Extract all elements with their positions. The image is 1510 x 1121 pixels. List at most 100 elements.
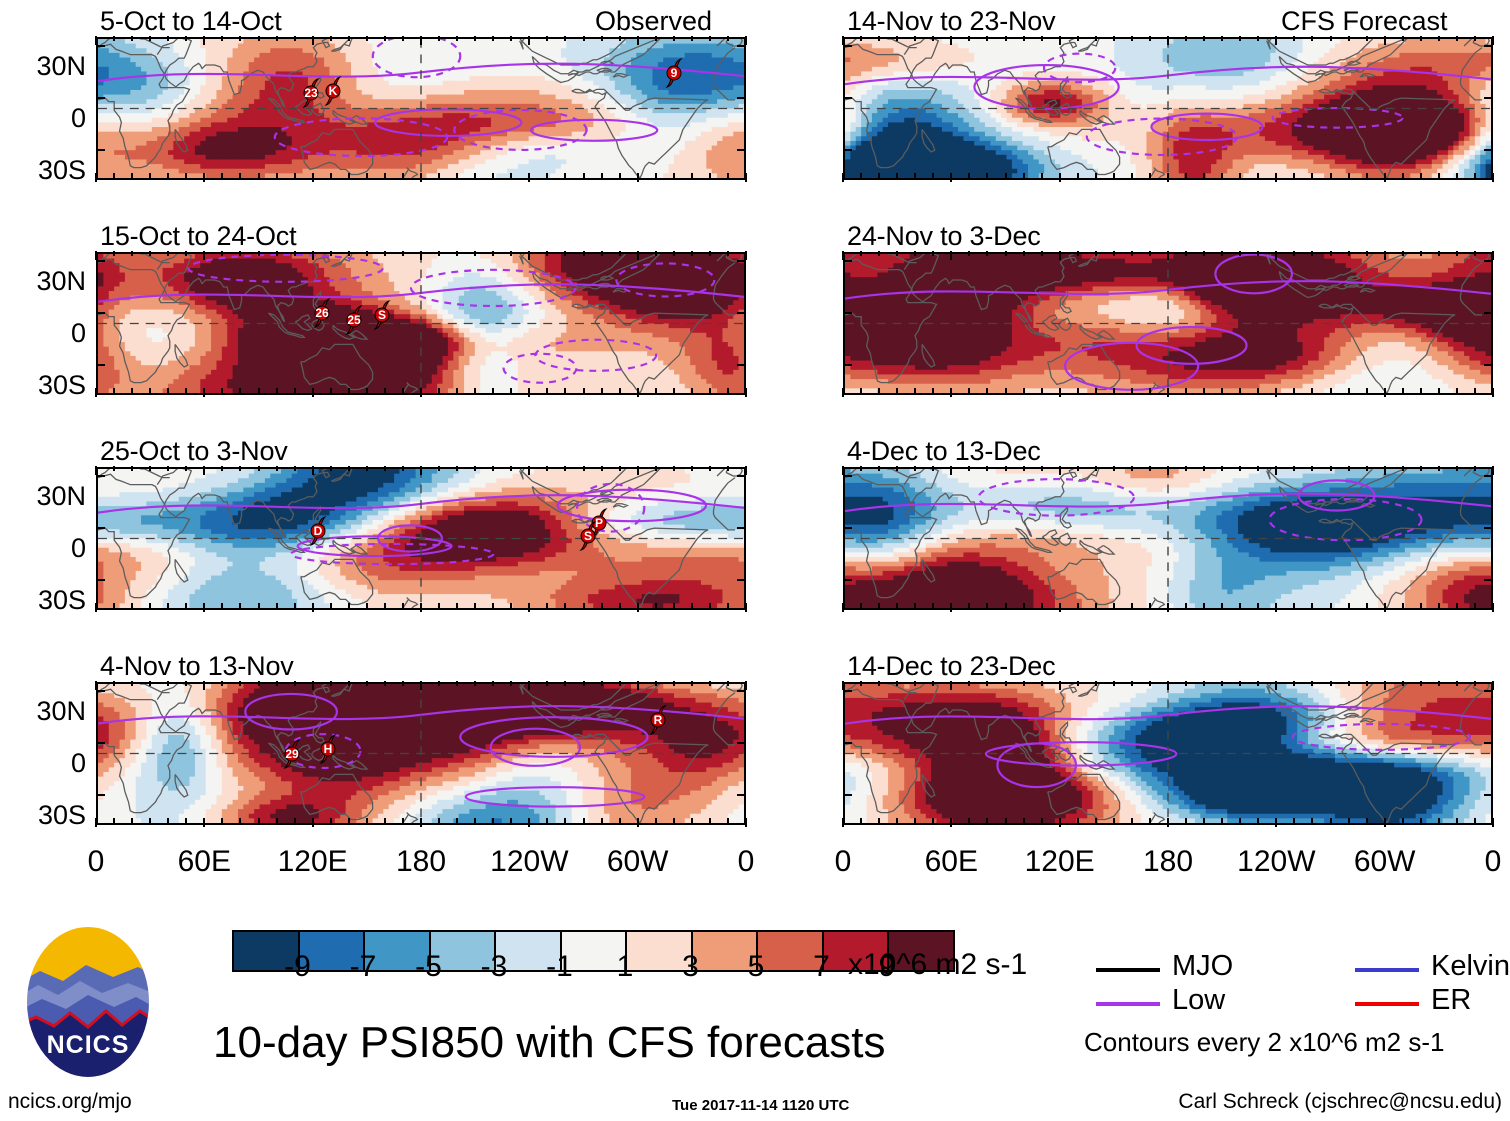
axis-tick	[1473, 36, 1476, 41]
axis-tick	[1437, 466, 1440, 471]
axis-tick	[950, 681, 953, 690]
axis-tick	[1311, 173, 1314, 178]
axis-tick	[1203, 466, 1206, 471]
tropical-cyclone-marker: 26	[311, 298, 333, 328]
axis-tick	[1437, 818, 1440, 823]
legend-label-kelvin-x2: Kelvin x2	[1431, 950, 1510, 983]
axis-tick	[1076, 251, 1079, 256]
axis-tick	[239, 818, 242, 823]
axis-tick	[510, 251, 513, 256]
axis-tick	[842, 173, 844, 182]
axis-tick	[1221, 173, 1224, 178]
axis-tick	[564, 36, 567, 41]
cyclone-label: K	[322, 76, 344, 106]
axis-tick	[1329, 36, 1332, 41]
axis-tick	[546, 251, 549, 256]
axis-tick	[347, 818, 350, 823]
axis-tick	[1185, 466, 1188, 471]
cyclone-icon	[579, 521, 597, 551]
axis-tick	[1437, 251, 1440, 256]
axis-tick	[203, 173, 206, 182]
cyclone-label: P	[588, 508, 610, 538]
axis-tick	[896, 818, 899, 823]
ncics-logo-graphic	[25, 925, 151, 1079]
axis-tick	[149, 681, 152, 686]
axis-tick	[546, 173, 549, 178]
axis-tick	[745, 466, 747, 475]
footer-website[interactable]: ncics.org/mjo	[8, 1090, 132, 1114]
axis-tick	[1419, 388, 1422, 393]
axis-tick	[365, 681, 368, 686]
y-axis-tick	[96, 579, 105, 581]
axis-tick	[860, 603, 863, 608]
y-axis-tick-label: 0	[0, 533, 86, 564]
y-axis-tick	[1484, 260, 1493, 262]
axis-tick	[1185, 173, 1188, 178]
axis-tick	[1311, 36, 1314, 41]
y-axis-tick	[843, 312, 852, 314]
axis-tick	[1040, 603, 1043, 608]
axis-tick	[636, 251, 639, 260]
x-axis-tick-label: 120W	[469, 845, 589, 879]
axis-tick	[456, 681, 459, 686]
colorbar-swatch	[561, 932, 627, 970]
axis-tick	[1492, 173, 1494, 182]
axis-tick	[672, 173, 675, 178]
colorbar-swatch	[692, 932, 758, 970]
tropical-cyclone-marker: D	[307, 516, 329, 546]
colorbar-swatch	[823, 932, 889, 970]
axis-tick	[528, 603, 531, 612]
axis-tick	[149, 251, 152, 256]
axis-tick	[383, 466, 386, 471]
axis-tick	[1383, 36, 1386, 45]
axis-tick	[95, 818, 97, 827]
colorbar-tick-label: -3	[454, 950, 534, 984]
x-axis-tick-label: 0	[686, 845, 806, 879]
axis-tick	[510, 466, 513, 471]
axis-tick	[113, 388, 116, 393]
axis-tick	[1329, 603, 1332, 608]
axis-tick	[329, 818, 332, 823]
axis-tick	[474, 36, 477, 41]
axis-tick	[690, 466, 693, 471]
x-axis-tick-label: 60E	[891, 845, 1011, 879]
y-axis-tick	[1484, 579, 1493, 581]
axis-tick	[1455, 603, 1458, 608]
axis-tick	[1473, 681, 1476, 686]
axis-tick	[95, 173, 97, 182]
axis-tick	[239, 173, 242, 178]
axis-tick	[221, 681, 224, 686]
axis-tick	[1365, 681, 1368, 686]
axis-tick	[239, 36, 242, 41]
axis-tick	[329, 466, 332, 471]
y-axis-tick-label: 30S	[0, 155, 86, 186]
axis-tick	[1257, 173, 1260, 178]
axis-tick	[672, 603, 675, 608]
axis-tick	[365, 603, 368, 608]
axis-tick	[95, 388, 97, 397]
axis-tick	[1076, 36, 1079, 41]
axis-tick	[203, 603, 206, 612]
axis-tick	[1455, 466, 1458, 471]
axis-tick	[726, 36, 729, 41]
axis-tick	[1094, 173, 1097, 178]
axis-tick	[1329, 681, 1332, 686]
axis-tick	[860, 36, 863, 41]
cyclone-icon	[313, 298, 331, 328]
axis-tick	[1419, 603, 1422, 608]
y-axis-tick	[737, 45, 746, 47]
axis-tick	[528, 818, 531, 827]
axis-tick	[1130, 681, 1133, 686]
axis-tick	[1040, 466, 1043, 471]
axis-tick	[1473, 251, 1476, 256]
y-axis-tick	[96, 149, 105, 151]
column-header-observed: Observed	[595, 6, 712, 37]
axis-tick	[546, 681, 549, 686]
axis-tick	[383, 603, 386, 608]
axis-tick	[968, 388, 971, 393]
axis-tick	[113, 466, 116, 471]
axis-tick	[474, 818, 477, 823]
tropical-cyclone-marker: P	[588, 508, 610, 538]
y-axis-tick	[737, 475, 746, 477]
axis-tick	[690, 36, 693, 41]
